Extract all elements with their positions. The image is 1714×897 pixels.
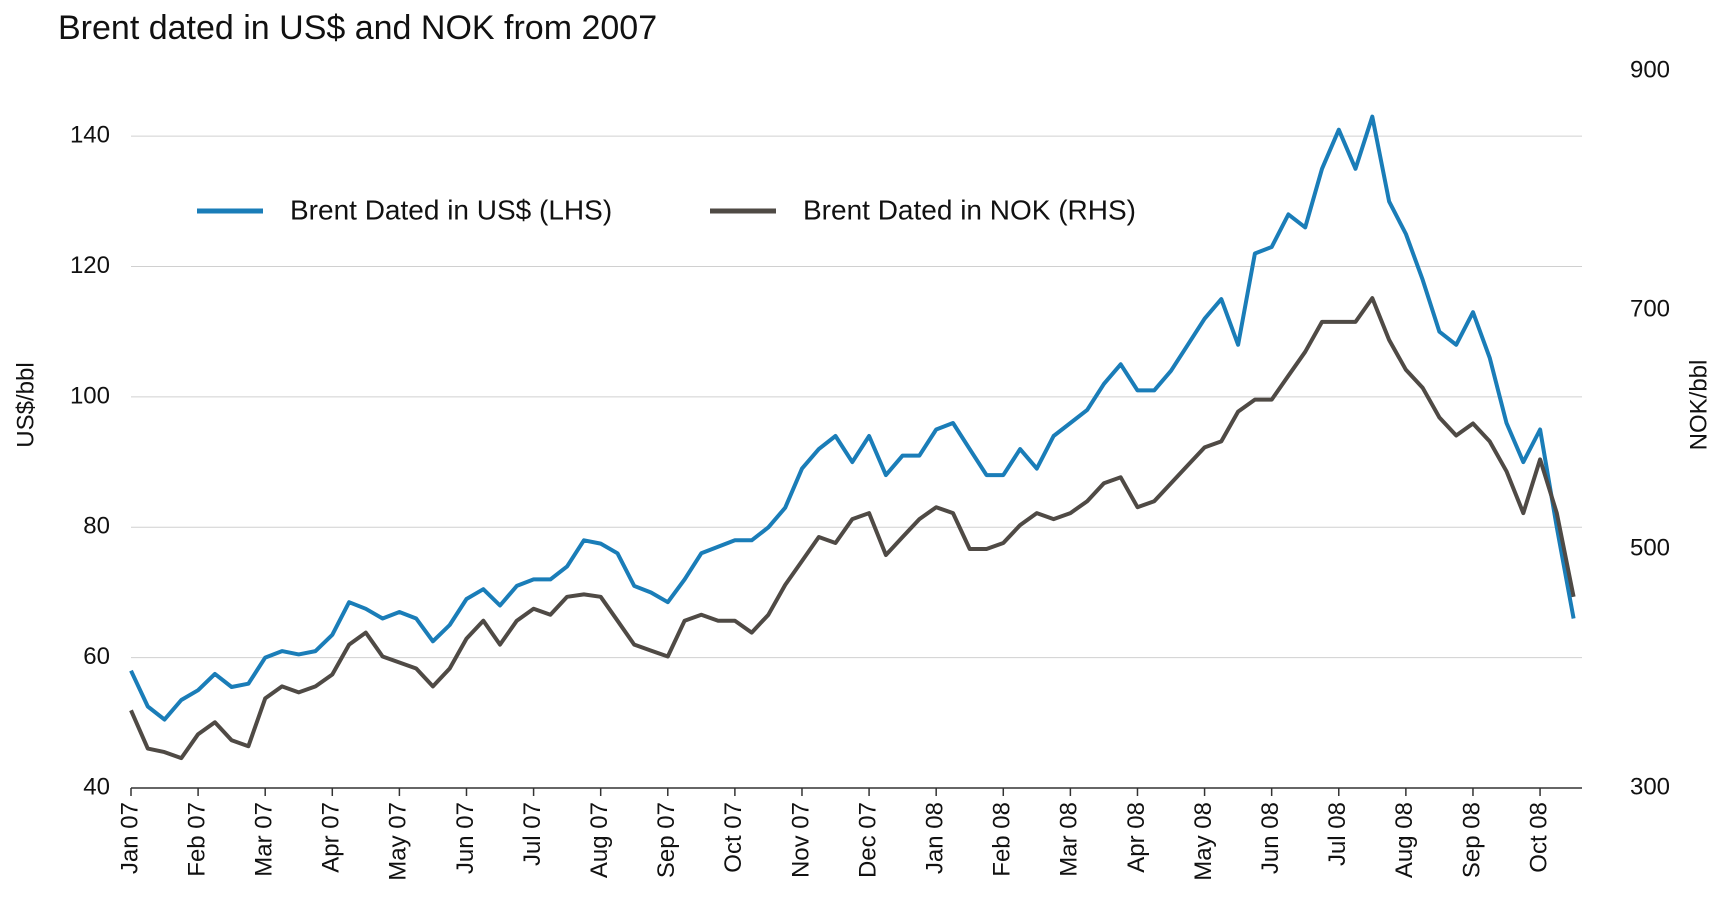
x-tick-label: Jun 08 xyxy=(1257,802,1284,874)
x-tick-label: Dec 07 xyxy=(854,802,881,878)
y2-tick-label: 700 xyxy=(1630,295,1670,322)
y-tick-label: 140 xyxy=(70,122,110,149)
y-tick-label: 80 xyxy=(83,513,110,540)
y-axis-label: US$/bbl xyxy=(12,362,39,447)
x-tick-label: Sep 08 xyxy=(1458,802,1485,878)
x-tick-label: Aug 07 xyxy=(586,802,613,878)
x-tick-label: Apr 08 xyxy=(1123,802,1150,873)
x-tick-label: Mar 08 xyxy=(1056,802,1083,877)
x-tick-label: Jan 07 xyxy=(116,802,143,874)
y2-tick-label: 900 xyxy=(1630,56,1670,83)
x-tick-label: Nov 07 xyxy=(787,802,814,878)
y2-tick-label: 500 xyxy=(1630,534,1670,561)
x-tick-label: Sep 07 xyxy=(653,802,680,878)
x-tick-label: Jan 08 xyxy=(922,802,949,874)
x-tick-label: May 08 xyxy=(1190,802,1217,881)
x-tick-label: May 07 xyxy=(385,802,412,881)
x-tick-label: Feb 08 xyxy=(989,802,1016,877)
chart-title: Brent dated in US$ and NOK from 2007 xyxy=(58,9,657,47)
x-tick-label: Jun 07 xyxy=(452,802,479,874)
x-tick-label: Jul 08 xyxy=(1324,802,1351,866)
y-tick-label: 100 xyxy=(70,382,110,409)
series-line xyxy=(129,296,1576,761)
x-tick-label: Oct 08 xyxy=(1525,802,1552,873)
y-tick-label: 120 xyxy=(70,252,110,279)
x-tick-label: Jul 07 xyxy=(519,802,546,866)
y-tick-label: 40 xyxy=(83,773,110,800)
x-tick-label: Oct 07 xyxy=(720,802,747,873)
legend-label: Brent Dated in US$ (LHS) xyxy=(290,194,612,225)
x-tick-label: Aug 08 xyxy=(1391,802,1418,878)
x-tick-label: Mar 07 xyxy=(251,802,278,877)
y2-axis-label: NOK/bbl xyxy=(1685,360,1712,451)
y-tick-label: 60 xyxy=(83,643,110,670)
x-tick-label: Feb 07 xyxy=(183,802,210,877)
y2-tick-label: 300 xyxy=(1630,773,1670,800)
series-line xyxy=(129,114,1576,722)
x-tick-label: Apr 07 xyxy=(318,802,345,873)
legend-label: Brent Dated in NOK (RHS) xyxy=(803,194,1136,225)
